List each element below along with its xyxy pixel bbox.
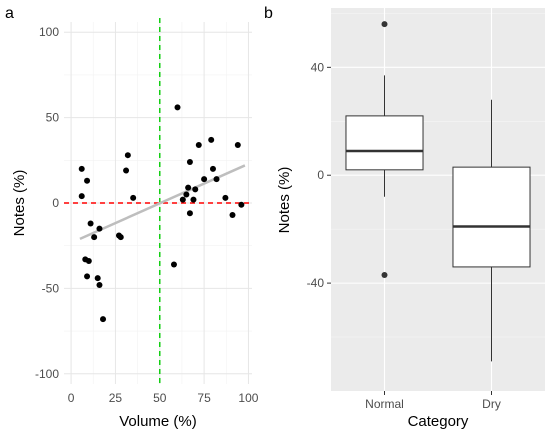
data-point <box>85 258 92 265</box>
data-point <box>201 176 208 183</box>
scatter-x-tick-labels: 0 25 50 75 100 <box>68 391 259 405</box>
data-point <box>185 184 192 191</box>
data-point <box>190 196 197 203</box>
scatter-y-tick-labels: -100 -50 0 50 100 <box>35 25 59 381</box>
data-point <box>234 141 241 148</box>
panel-a-tag: a <box>5 5 14 22</box>
box-iqr <box>345 115 424 171</box>
data-point <box>78 165 85 172</box>
data-point <box>124 152 131 159</box>
data-point <box>117 234 124 241</box>
y-tick-label: -100 <box>35 367 59 381</box>
data-point <box>186 159 193 166</box>
boxplot-panel: b Normal Dry -40 0 40 Category Notes (%) <box>264 5 545 430</box>
data-point <box>208 136 215 143</box>
data-point <box>96 225 103 232</box>
data-point <box>96 281 103 288</box>
x-tick-label: 75 <box>197 391 211 405</box>
y-tick-label: 50 <box>46 111 60 125</box>
y-tick-label: 0 <box>317 168 324 182</box>
scatter-panel: a 0 25 50 75 100 -100 -50 0 50 100 Volume (%) No… <box>5 5 259 430</box>
outlier-point <box>381 272 388 279</box>
data-point <box>170 261 177 268</box>
data-point <box>130 194 137 201</box>
y-tick-label: 100 <box>39 25 59 39</box>
data-point <box>123 167 130 174</box>
data-point <box>209 165 216 172</box>
scatter-y-axis-title: Notes (%) <box>11 170 28 237</box>
boxplot-y-tick-labels: -40 0 40 <box>307 60 331 290</box>
data-point <box>222 194 229 201</box>
boxplot-x-tick-labels: Normal Dry <box>365 391 501 411</box>
data-point <box>87 220 94 227</box>
data-point <box>192 186 199 193</box>
x-tick-label: Normal <box>365 397 404 411</box>
data-point <box>195 141 202 148</box>
x-tick-label: 25 <box>109 391 123 405</box>
panel-b-tag: b <box>264 5 273 22</box>
data-point <box>84 273 91 280</box>
boxplot-boxes <box>345 21 531 362</box>
data-point <box>183 191 190 198</box>
outlier-point <box>381 21 388 28</box>
scatter-x-axis-title: Volume (%) <box>119 413 197 430</box>
y-tick-label: -50 <box>42 281 60 295</box>
box-iqr <box>452 166 531 268</box>
scatter-points <box>78 104 245 323</box>
boxplot-x-axis-title: Category <box>408 413 469 430</box>
data-point <box>84 177 91 184</box>
boxplot-y-axis-title: Notes (%) <box>276 167 293 234</box>
data-point <box>229 211 236 218</box>
data-point <box>179 196 186 203</box>
x-tick-label: Dry <box>482 397 501 411</box>
x-tick-label: 100 <box>238 391 258 405</box>
y-tick-label: 0 <box>52 196 59 210</box>
data-point <box>213 176 220 183</box>
data-point <box>78 193 85 200</box>
y-tick-label: -40 <box>307 276 325 290</box>
y-tick-label: 40 <box>311 60 325 74</box>
data-point <box>100 316 107 323</box>
x-tick-label: 50 <box>153 391 167 405</box>
data-point <box>174 104 181 111</box>
data-point <box>238 201 245 208</box>
data-point <box>91 234 98 241</box>
data-point <box>94 275 101 282</box>
data-point <box>186 210 193 217</box>
x-tick-label: 0 <box>68 391 75 405</box>
